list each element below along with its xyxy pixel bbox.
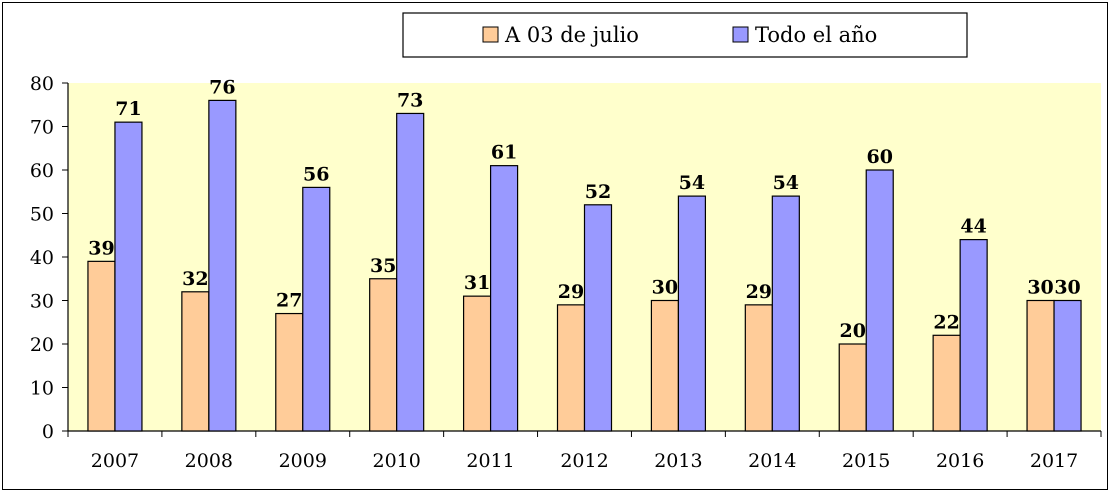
x-tick-label: 2009 — [279, 450, 327, 472]
data-label: 44 — [960, 216, 986, 238]
x-tick-label: 2011 — [466, 450, 514, 472]
bar-a-03-de-julio-2009 — [275, 312, 304, 432]
data-label: 20 — [840, 320, 866, 342]
bar-todo-el-ano-2016 — [959, 239, 988, 432]
x-tick-label: 2007 — [91, 450, 139, 472]
data-label: 22 — [933, 311, 959, 333]
x-tick-label: 2015 — [842, 450, 890, 472]
bar-todo-el-ano-2015 — [865, 169, 894, 432]
bar-a-03-de-julio-2012 — [556, 304, 586, 432]
data-label: 27 — [276, 290, 302, 312]
y-tick-label: 30 — [30, 291, 54, 313]
data-label: 54 — [679, 172, 705, 194]
x-tick-label: 2016 — [936, 450, 984, 472]
data-label: 31 — [464, 272, 490, 294]
data-label: 30 — [652, 277, 678, 299]
data-label: 29 — [558, 281, 584, 303]
x-tick-label: 2010 — [373, 450, 421, 472]
y-tick-label: 10 — [30, 378, 54, 400]
legend-label-todo-el-ano: Todo el año — [755, 23, 877, 47]
axes: 0 10 20 30 40 50 60 70 80 2007 2008 2009 2010 2011 201… — [30, 73, 1102, 472]
legend: A 03 de julio Todo el año — [402, 12, 968, 58]
data-label: 39 — [88, 237, 114, 259]
x-tick-label: 2017 — [1030, 450, 1078, 472]
bar-a-03-de-julio-2011 — [462, 295, 492, 432]
data-label: 32 — [182, 268, 208, 290]
bar-a-03-de-julio-2008 — [181, 291, 210, 432]
data-label: 30 — [1027, 277, 1053, 299]
bar-a-03-de-julio-2017 — [1026, 299, 1055, 432]
data-label: 73 — [397, 89, 423, 111]
bar-a-03-de-julio-2016 — [932, 334, 961, 432]
data-label: 30 — [1054, 277, 1080, 299]
data-label: 54 — [773, 172, 799, 194]
data-label: 56 — [303, 163, 329, 185]
x-tick-label: 2013 — [654, 450, 702, 472]
y-tick-label: 70 — [30, 117, 54, 139]
legend-label-a-03-de-julio: A 03 de julio — [504, 23, 639, 47]
bar-todo-el-ano-2007 — [114, 121, 143, 432]
bar-a-03-de-julio-2015 — [838, 343, 867, 432]
x-tick-label: 2014 — [748, 450, 796, 472]
bar-a-03-de-julio-2014 — [744, 304, 773, 432]
legend-swatch-todo-el-ano — [732, 26, 749, 43]
y-tick-label: 60 — [30, 160, 54, 182]
bar-a-03-de-julio-2010 — [369, 278, 398, 432]
data-label: 35 — [370, 255, 396, 277]
bar-todo-el-ano-2011 — [489, 165, 519, 432]
data-label: 52 — [585, 181, 611, 203]
bar-todo-el-ano-2017 — [1053, 299, 1082, 432]
bars — [87, 99, 1082, 432]
x-tick-label: 2008 — [185, 450, 233, 472]
bar-todo-el-ano-2008 — [208, 99, 237, 432]
bar-a-03-de-julio-2007 — [87, 260, 116, 432]
data-label: 60 — [867, 146, 893, 168]
data-labels: 39 32 27 35 31 29 30 29 20 22 30 71 76 56 73 61 52 54 54 60… — [88, 76, 1081, 342]
bar-chart-svg: A 03 de julio Todo el año 0 10 20 30 40 50 60 7… — [30, 12, 1102, 472]
y-tick-label: 40 — [30, 247, 54, 269]
bar-todo-el-ano-2012 — [583, 204, 613, 432]
data-label: 71 — [115, 98, 141, 120]
y-tick-label: 50 — [30, 204, 54, 226]
data-label: 61 — [491, 142, 517, 164]
bar-a-03-de-julio-2013 — [650, 299, 680, 432]
y-tick-label: 20 — [30, 334, 54, 356]
bar-todo-el-ano-2010 — [396, 112, 425, 432]
data-label: 76 — [209, 76, 235, 98]
legend-swatch-a-03-de-julio — [482, 26, 499, 43]
chart: A 03 de julio Todo el año 0 10 20 30 40 50 60 7… — [2, 2, 1108, 490]
bar-todo-el-ano-2009 — [302, 186, 331, 432]
x-tick-label: 2012 — [560, 450, 608, 472]
bar-todo-el-ano-2014 — [771, 195, 800, 432]
bar-todo-el-ano-2013 — [677, 195, 707, 432]
y-tick-label: 80 — [30, 73, 54, 95]
y-tick-label: 0 — [42, 421, 54, 443]
data-label: 29 — [746, 281, 772, 303]
